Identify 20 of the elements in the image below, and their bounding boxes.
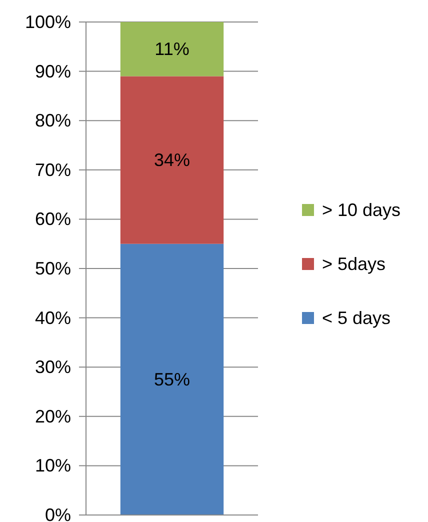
- legend-label: > 5days: [322, 254, 386, 274]
- data-label: 11%: [154, 39, 190, 60]
- y-tick-label: 0%: [44, 505, 71, 522]
- y-tick-label: 50%: [34, 258, 71, 278]
- y-tick-label: 30%: [34, 357, 71, 378]
- legend-label: < 5 days: [322, 308, 391, 328]
- y-tick-label: 40%: [34, 308, 71, 328]
- bar: [120, 22, 224, 76]
- bar: [120, 244, 224, 515]
- y-tick-label: 20%: [34, 406, 71, 426]
- bar: [120, 76, 224, 244]
- legend-label: > 10 days: [322, 200, 401, 220]
- y-tick-label: 70%: [34, 160, 71, 180]
- y-tick-label: 60%: [34, 209, 71, 230]
- data-label: 55%: [154, 369, 190, 390]
- data-label: 34%: [154, 150, 190, 170]
- y-tick-label: 10%: [34, 456, 71, 476]
- y-tick-label: 80%: [34, 110, 71, 131]
- y-tick-label: 90%: [34, 61, 71, 82]
- y-tick-label: 100%: [24, 12, 71, 32]
